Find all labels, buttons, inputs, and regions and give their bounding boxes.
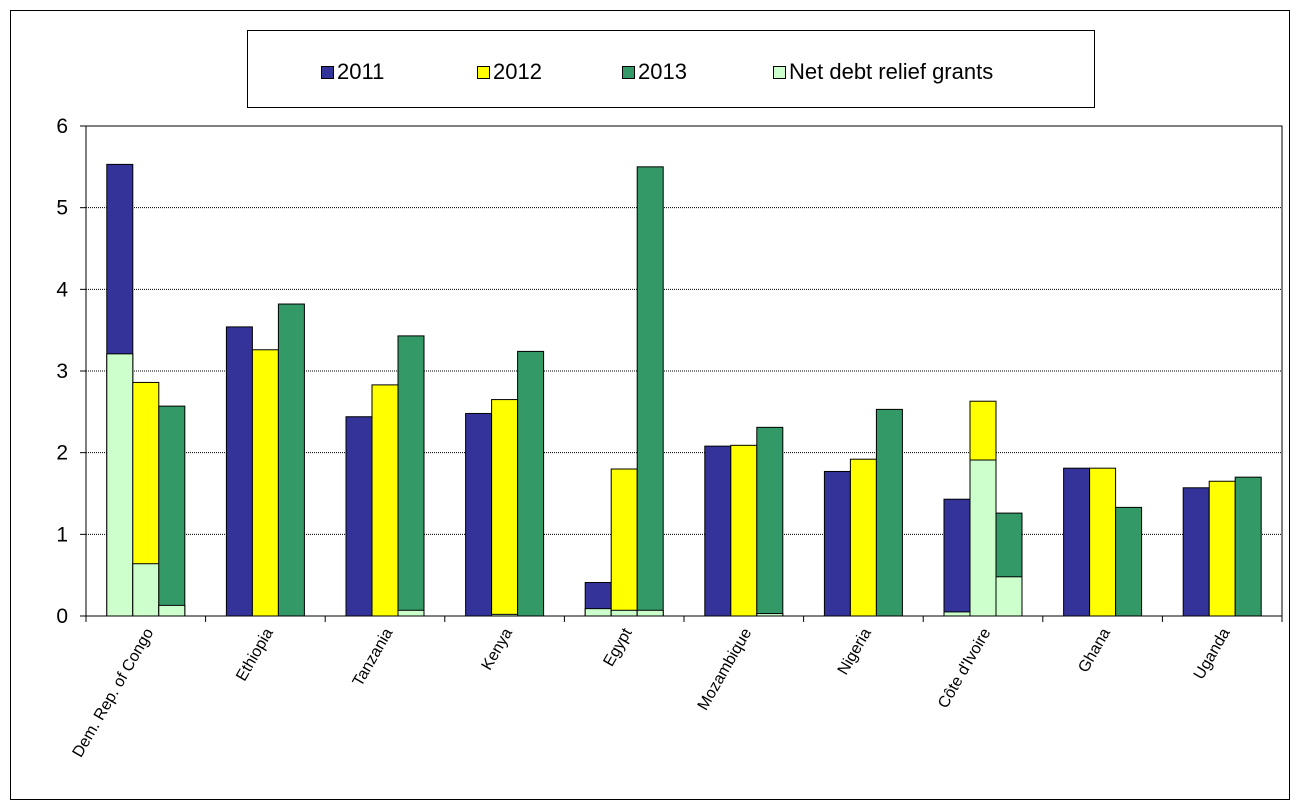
bar-2011 xyxy=(704,445,732,617)
x-tick-label: Egypt xyxy=(600,625,635,669)
bar-net-debt-relief xyxy=(636,609,664,617)
y-axis: 0 1 2 3 4 5 6 xyxy=(56,115,86,628)
bar-2013 xyxy=(517,350,545,617)
bar-2011 xyxy=(225,326,253,617)
y-tick-label: 0 xyxy=(56,605,68,628)
y-tick-label: 5 xyxy=(56,197,68,220)
bar-2013 xyxy=(397,335,425,617)
bar-2012 xyxy=(610,468,638,617)
x-tick-label: Ethiopia xyxy=(233,625,277,684)
y-tick-label: 1 xyxy=(56,523,68,546)
bar-2012 xyxy=(730,444,758,617)
bar-net-debt-relief xyxy=(943,611,971,617)
bar-net-debt-relief xyxy=(584,608,612,617)
bar-2011 xyxy=(1182,487,1210,617)
bar-2012 xyxy=(251,349,279,617)
bar-net-debt-relief xyxy=(132,563,160,617)
bar-2013 xyxy=(1234,476,1262,617)
bar-2011 xyxy=(943,498,971,617)
legend-item-2011: 2011 xyxy=(321,59,384,85)
bar-2013 xyxy=(875,408,903,617)
bar-2013 xyxy=(1115,506,1143,617)
x-tick-label: Kenya xyxy=(479,625,516,673)
bar-2012 xyxy=(849,458,877,617)
x-tick-label: Uganda xyxy=(1191,625,1234,682)
legend-label-2011: 2011 xyxy=(337,59,385,84)
legend-label-2013: 2013 xyxy=(638,59,687,84)
legend-swatch-2011 xyxy=(321,65,334,79)
bar-2012 xyxy=(1089,467,1117,617)
bar-2013 xyxy=(158,405,186,617)
bar-net-debt-relief xyxy=(969,459,997,617)
y-tick-label: 4 xyxy=(56,278,68,301)
legend-swatch-2012 xyxy=(477,65,490,79)
legend-label-2012: 2012 xyxy=(493,59,542,84)
bar-2012 xyxy=(491,399,519,617)
bar-2012 xyxy=(371,384,399,617)
y-tick-label: 2 xyxy=(56,442,68,465)
legend: 2011 2012 2013 Net debt relief grants xyxy=(247,30,1095,108)
bar-2011 xyxy=(1063,467,1091,617)
bar-2011 xyxy=(823,470,851,617)
legend-label-net-debt-relief: Net debt relief grants xyxy=(789,59,994,84)
bar-net-debt-relief xyxy=(995,576,1023,617)
x-tick-label: Ghana xyxy=(1075,625,1114,675)
legend-swatch-2013 xyxy=(622,65,635,79)
x-axis: Dem. Rep. of Congo Ethiopia Tanzania Kenya E… xyxy=(70,616,1283,760)
legend-item-net-debt-relief: Net debt relief grants xyxy=(773,59,993,85)
x-tick-label: Côte d'Ivoire xyxy=(935,625,994,711)
bar-net-debt-relief xyxy=(158,604,186,617)
bar-2013 xyxy=(636,166,664,617)
bar-net-debt-relief xyxy=(610,609,638,617)
bars xyxy=(106,163,1262,617)
x-tick-label: Dem. Rep. of Congo xyxy=(70,625,158,760)
bar-2012 xyxy=(1208,480,1236,617)
bar-2013 xyxy=(756,426,784,617)
x-tick-label: Nigeria xyxy=(835,625,875,677)
legend-item-2013: 2013 xyxy=(622,59,687,85)
bar-2011 xyxy=(345,416,373,617)
legend-item-2012: 2012 xyxy=(477,59,542,85)
bar-net-debt-relief xyxy=(397,609,425,617)
legend-swatch-net-debt-relief xyxy=(773,65,786,79)
x-tick-label: Mozambique xyxy=(695,625,756,713)
x-tick-label: Tanzania xyxy=(350,625,397,689)
y-tick-label: 3 xyxy=(56,360,68,383)
bar-net-debt-relief xyxy=(106,353,134,617)
bar-2013 xyxy=(277,303,305,617)
bar-2011 xyxy=(465,412,493,617)
y-tick-label: 6 xyxy=(56,115,68,138)
